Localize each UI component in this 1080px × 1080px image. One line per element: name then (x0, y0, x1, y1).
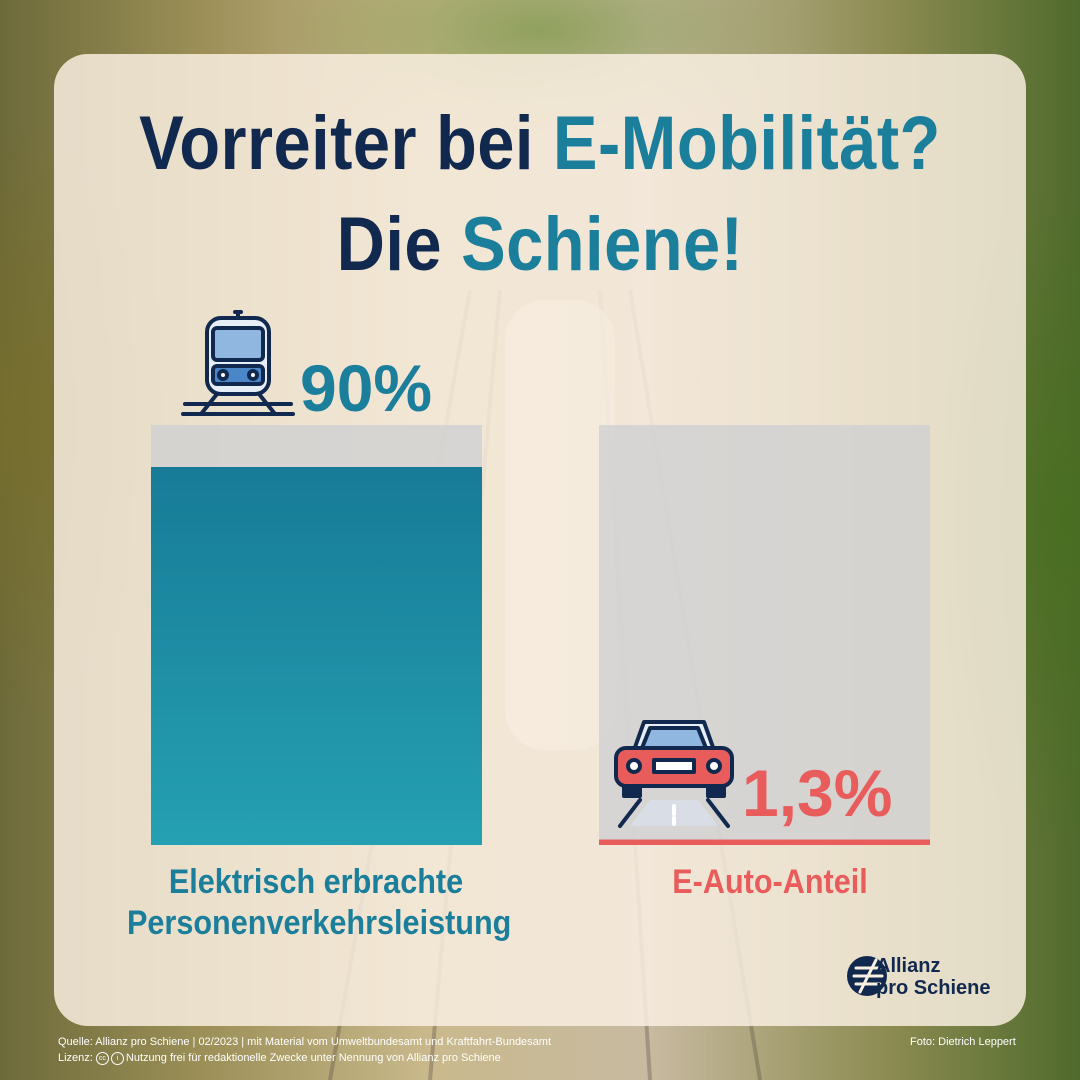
photo-credit: Foto: Dietrich Leppert (910, 1036, 1016, 1048)
logo-line-2: pro Schiene (876, 977, 991, 999)
title-line-1: Vorreiter bei E-Mobilität? (65, 106, 1015, 182)
category-label-line: E-Auto-Anteil (672, 863, 868, 901)
title-line-2: Die Schiene! (65, 207, 1015, 283)
title-text-navy: Die (336, 202, 462, 287)
logo-line-1: Allianz (876, 955, 941, 977)
license-text: Nutzung frei für redaktionelle Zwecke un… (125, 1052, 501, 1064)
car-icon (614, 720, 734, 828)
allianz-pro-schiene-logo (847, 956, 887, 996)
bar-elektrisch (151, 467, 482, 845)
value-label-e-auto: 1,3% (742, 756, 892, 830)
category-label-elektrisch: Elektrisch erbrachte Personenverkehrslei… (127, 862, 512, 944)
category-label-line: Elektrisch erbrachte (168, 863, 464, 901)
license-prefix: Lizenz: (58, 1052, 93, 1064)
category-label-e-auto: E-Auto-Anteil (581, 862, 959, 903)
by-icon: i (110, 1051, 124, 1065)
value-label-elektrisch: 90% (300, 351, 432, 425)
category-label-line: Personenverkehrsleistung (127, 904, 512, 942)
cc-icon: cc (95, 1051, 109, 1065)
title-text-navy: Vorreiter bei (139, 101, 553, 186)
bar-e-auto (599, 839, 930, 845)
title-text-highlight: E-Mobilität? (552, 101, 941, 186)
logo-wordmark: Allianz pro Schiene (876, 955, 990, 999)
train-icon (181, 310, 295, 416)
license-note: Lizenz: cc i Nutzung frei für redaktionell… (58, 1050, 501, 1066)
title-text-highlight: Schiene! (461, 202, 744, 287)
source-note: Quelle: Allianz pro Schiene | 02/2023 | … (58, 1036, 552, 1048)
